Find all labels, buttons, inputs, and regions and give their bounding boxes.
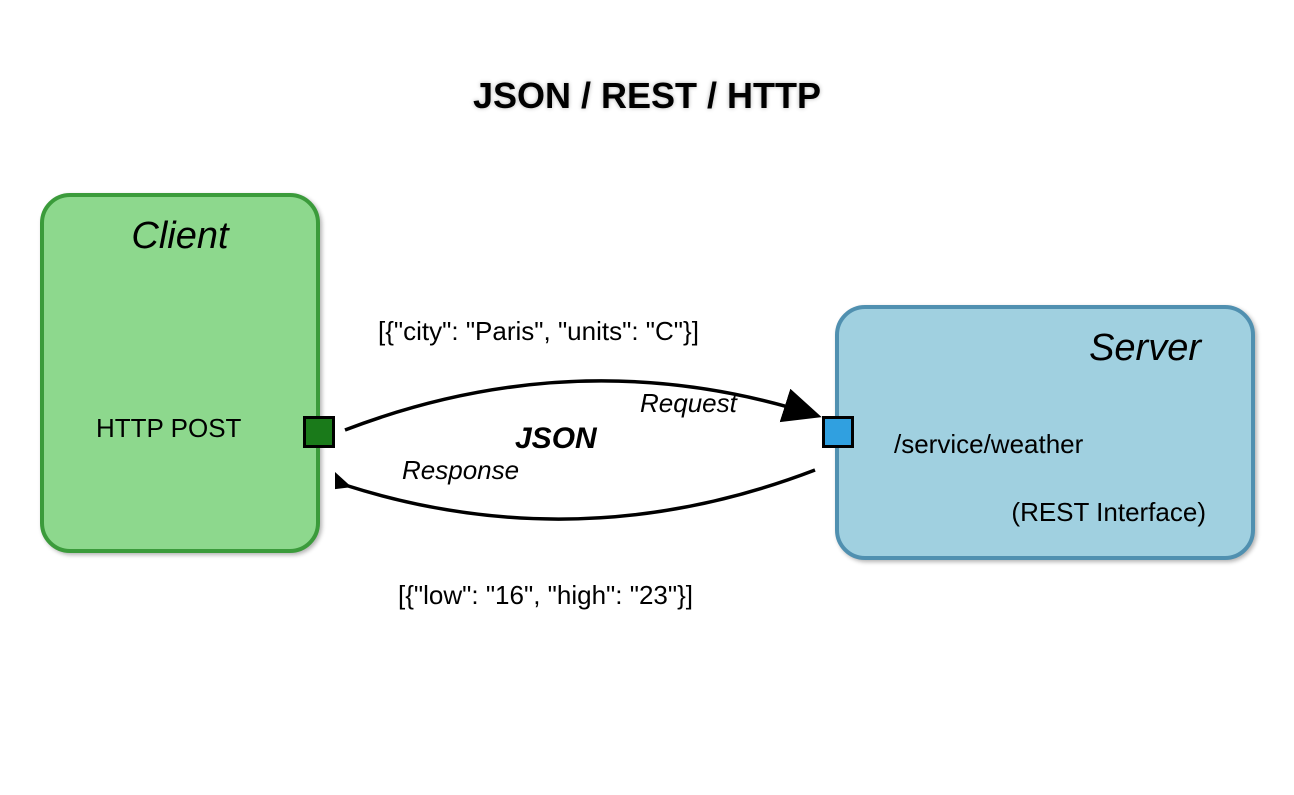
client-port <box>303 416 335 448</box>
request-label: Request <box>640 388 737 419</box>
server-node: Server /service/weather (REST Interface) <box>835 305 1255 560</box>
client-node: Client HTTP POST <box>40 193 320 553</box>
request-payload: [{"city": "Paris", "units": "C"}] <box>378 316 699 347</box>
json-center-label: JSON <box>515 422 597 456</box>
response-label: Response <box>402 455 519 486</box>
server-interface-label: (REST Interface) <box>1011 497 1206 528</box>
diagram-title: JSON / REST / HTTP <box>473 75 821 117</box>
client-title: Client <box>44 215 316 258</box>
response-payload: [{"low": "16", "high": "23"}] <box>398 580 693 611</box>
server-title: Server <box>839 327 1201 370</box>
server-port <box>822 416 854 448</box>
client-method-label: HTTP POST <box>96 413 241 444</box>
server-endpoint-label: /service/weather <box>894 429 1083 460</box>
